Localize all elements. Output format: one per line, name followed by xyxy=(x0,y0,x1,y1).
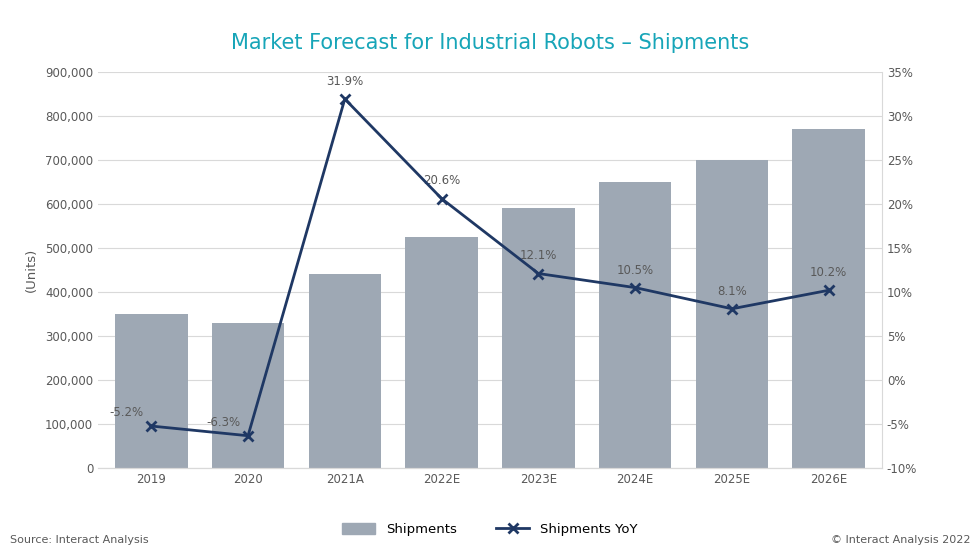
Bar xyxy=(793,129,865,468)
Bar xyxy=(309,274,381,468)
Text: -6.3%: -6.3% xyxy=(206,416,240,429)
Legend: Shipments, Shipments YoY: Shipments, Shipments YoY xyxy=(342,522,638,536)
Bar xyxy=(502,208,574,468)
Bar xyxy=(115,314,187,468)
Text: 20.6%: 20.6% xyxy=(423,175,461,187)
Text: 31.9%: 31.9% xyxy=(326,75,364,88)
Text: Market Forecast for Industrial Robots – Shipments: Market Forecast for Industrial Robots – … xyxy=(231,33,749,53)
Text: 12.1%: 12.1% xyxy=(519,250,557,262)
Bar xyxy=(406,237,478,468)
Y-axis label: (Units): (Units) xyxy=(25,248,38,292)
Text: © Interact Analysis 2022: © Interact Analysis 2022 xyxy=(831,536,970,545)
Bar xyxy=(696,160,768,468)
Text: 10.2%: 10.2% xyxy=(810,266,848,279)
Bar xyxy=(599,182,671,468)
Text: 10.5%: 10.5% xyxy=(616,263,654,277)
Text: -5.2%: -5.2% xyxy=(109,406,143,419)
Text: 8.1%: 8.1% xyxy=(717,285,747,298)
Text: Source: Interact Analysis: Source: Interact Analysis xyxy=(10,536,148,545)
Bar xyxy=(212,323,284,468)
